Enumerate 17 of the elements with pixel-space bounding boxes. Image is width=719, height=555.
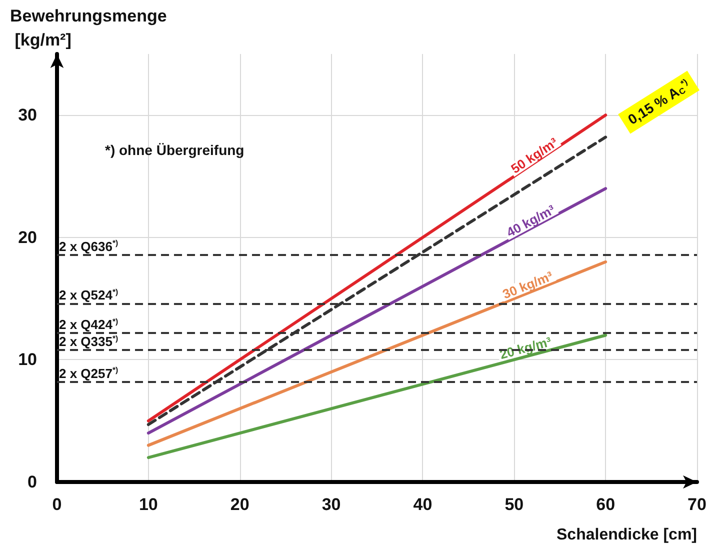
x-axis-title: Schalendicke [cm] [556,526,697,544]
x-tick-label: 50 [504,495,524,514]
y-tick-label: 0 [28,472,37,492]
y-axis-title: Bewehrungsmenge [kg/m²] [10,6,167,50]
x-tick-label: 70 [688,495,706,514]
x-tick-label: 0 [52,495,62,514]
x-tick-label: 60 [596,495,616,514]
x-tick-label: 40 [413,495,432,514]
y-tick-label: 30 [18,106,37,125]
x-tick-label: 10 [138,495,158,514]
x-tick-label: 30 [322,495,341,514]
text: 30 kg/m³ [500,268,556,302]
y-tick-label: 10 [18,350,37,370]
x-tick-label: 20 [230,495,250,514]
annotation: *) ohne Übergreifung [105,142,244,158]
text: 0,15 % AC*) [625,76,690,128]
y-tick-label: 20 [18,228,37,247]
